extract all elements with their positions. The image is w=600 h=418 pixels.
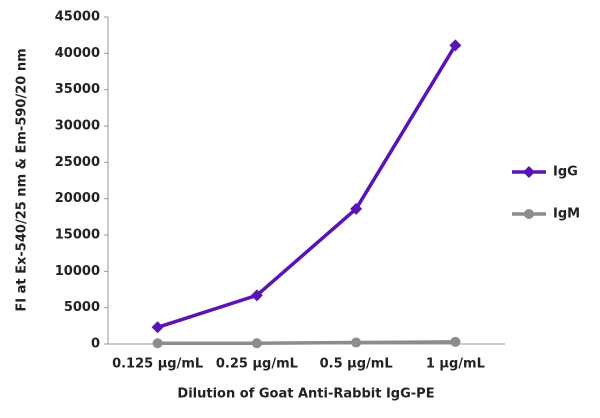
marker: [151, 321, 164, 334]
series-line: [157, 340, 456, 346]
legend-label: IgG: [553, 165, 578, 180]
y-axis-label: FI at Ex-540/25 nm & Em-590/20 nm: [15, 48, 30, 311]
x-tick-label: 0.5 µg/mL: [320, 357, 393, 372]
y-tick-label: 25000: [55, 155, 100, 170]
y-tick-label: 0: [91, 337, 100, 352]
x-tick-label: 1 µg/mL: [426, 357, 485, 372]
y-tick-label: 20000: [55, 191, 100, 206]
x-tick-label: 0.25 µg/mL: [216, 357, 298, 372]
marker: [251, 338, 262, 349]
series-line: [157, 44, 457, 329]
marker: [449, 39, 462, 52]
y-tick-label: 10000: [55, 264, 100, 279]
marker: [450, 336, 461, 347]
y-tick-label: 5000: [64, 300, 100, 315]
marker: [350, 202, 363, 215]
y-tick-label: 45000: [55, 10, 100, 25]
y-tick-label: 30000: [55, 119, 100, 134]
marker: [250, 289, 263, 302]
y-tick-label: 40000: [55, 46, 100, 61]
y-tick-label: 35000: [55, 82, 100, 97]
x-tick-label: 0.125 µg/mL: [112, 357, 203, 372]
marker: [152, 338, 163, 349]
marker: [524, 209, 534, 219]
marker: [351, 337, 362, 348]
marker: [523, 166, 535, 178]
x-axis-label: Dilution of Goat Anti-Rabbit IgG-PE: [177, 387, 434, 402]
legend-label: IgM: [553, 207, 580, 222]
y-tick-label: 15000: [55, 228, 100, 243]
